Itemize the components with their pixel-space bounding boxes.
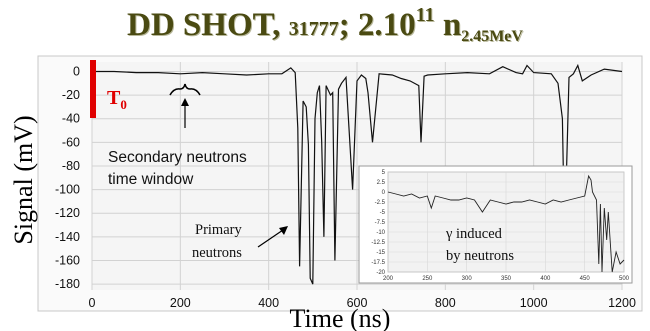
figure-title: DD SHOT, 31777; 2.1011 n2.45MeV [0, 2, 650, 48]
y-tick-label: -120 [55, 206, 80, 220]
primary-arrow [257, 229, 284, 248]
title-shot-number: 31777 [288, 18, 339, 40]
gamma-induced-label: γ induced [445, 226, 503, 242]
inset-x-tick-label: 400 [540, 276, 551, 282]
inset-x-tick-label: 350 [501, 276, 512, 282]
inset-panel: 200 250 300 350 400 450 500 5 2.5 0 -2.5 -5 -7.5 -10… [358, 165, 633, 284]
title-exponent: 11 [415, 4, 435, 26]
title-yield: ; 2.10 [338, 7, 416, 43]
t0-marker [90, 60, 96, 118]
x-tick-label: 600 [347, 296, 368, 310]
y-axis-label: Signal (mV) [9, 115, 38, 244]
inset-y-tick-label: 2.5 [377, 180, 386, 186]
inset-x-tick-label: 250 [422, 276, 433, 282]
inset-y-tick-label: -2.5 [375, 200, 386, 206]
neutrons-label: neutrons [192, 245, 242, 261]
y-tick-label: -180 [55, 277, 80, 291]
title-particle: n [434, 7, 462, 43]
inset-y-tick-labels: 5 2.5 0 -2.5 -5 -7.5 -10 -12.5 -15 -17.5 -20 [371, 170, 385, 276]
secondary-window-brace [169, 83, 201, 96]
signal-trace [92, 63, 623, 285]
x-tick-label: 1000 [520, 296, 548, 310]
x-tick-label: 800 [435, 296, 456, 310]
inset-y-tick-label: -7.5 [375, 220, 386, 226]
inset-x-tick-labels: 200 250 300 350 400 450 500 [383, 276, 630, 282]
inset-x-tick-label: 450 [580, 276, 591, 282]
secondary-neutrons-label: Secondary neutrons [108, 149, 247, 166]
inset-x-tick-label: 200 [383, 276, 394, 282]
x-axis-label: Time (ns) [290, 304, 391, 331]
y-tick-label: -40 [62, 112, 80, 126]
y-tick-label: -60 [62, 135, 80, 149]
inset-y-tick-label: -10 [376, 230, 385, 236]
secondary-window-arrowhead [181, 98, 189, 106]
inset-trace [387, 174, 625, 273]
title-subscript: 2.45MeV [461, 28, 523, 45]
inset-y-tick-label: -12.5 [371, 240, 385, 246]
y-tick-label: -80 [62, 159, 80, 173]
y-tick-label: -160 [55, 253, 80, 267]
inset-y-tick-label: -5 [380, 210, 386, 216]
time-window-label: time window [108, 171, 194, 188]
y-tick-label: 0 [73, 64, 80, 78]
x-tick-label: 1200 [608, 296, 636, 310]
primary-label: Primary [195, 222, 242, 238]
inset-y-tick-label: -15 [376, 250, 385, 256]
y-tick-labels: 0 -20 -40 -60 -80 -100 -120 -140 -160 -180 [55, 64, 80, 291]
inset-y-tick-label: -20 [376, 270, 385, 276]
inset-grid [387, 171, 625, 273]
t0-label: T0 [107, 87, 127, 112]
primary-arrowhead [279, 226, 288, 235]
x-tick-label: 0 [89, 296, 96, 310]
title-main: DD SHOT, [127, 7, 281, 43]
inset-y-tick-label: 0 [382, 190, 386, 196]
x-tick-labels: 0 200 400 600 800 1000 1200 [89, 296, 636, 310]
x-tick-label: 200 [170, 296, 191, 310]
y-tick-label: -100 [55, 183, 80, 197]
x-tick-label: 400 [258, 296, 279, 310]
inset-x-tick-label: 500 [619, 276, 630, 282]
y-tick-label: -20 [62, 88, 80, 102]
by-neutrons-label: by neutrons [446, 248, 514, 264]
inset-x-tick-label: 300 [462, 276, 473, 282]
inset-y-tick-label: -17.5 [371, 260, 385, 266]
inset-y-tick-label: 5 [382, 170, 386, 176]
y-tick-label: -140 [55, 230, 80, 244]
